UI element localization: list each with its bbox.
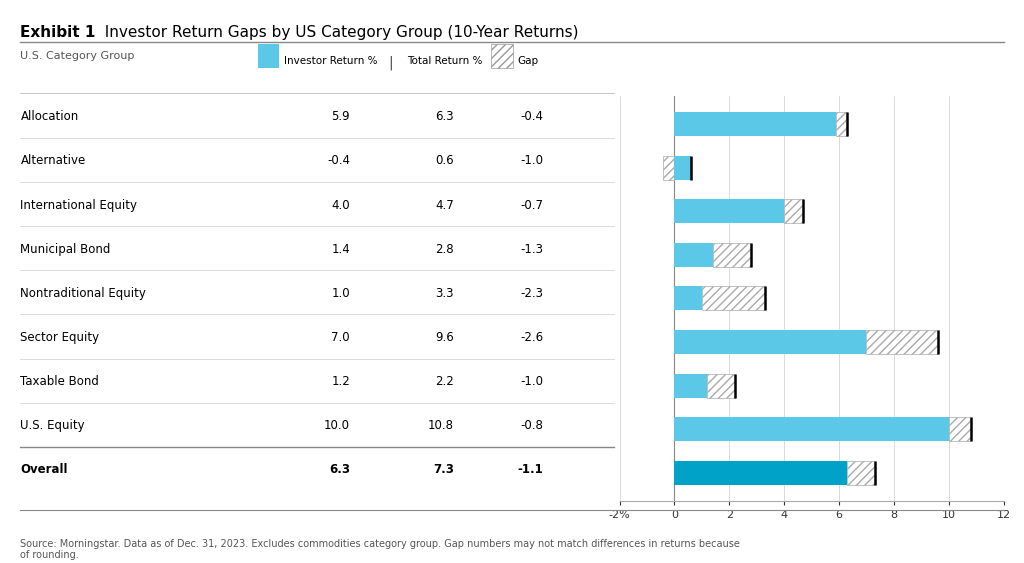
Bar	[675, 155, 691, 180]
Bar	[675, 287, 701, 310]
FancyBboxPatch shape	[258, 44, 280, 69]
Text: |: |	[388, 56, 393, 70]
Text: -1.1: -1.1	[517, 463, 543, 476]
Text: 2.8: 2.8	[435, 243, 454, 256]
Bar	[847, 461, 874, 485]
Text: 4.0: 4.0	[332, 199, 350, 212]
Text: 0.6: 0.6	[435, 154, 454, 167]
Text: 5.9: 5.9	[332, 110, 350, 123]
Bar	[866, 330, 938, 354]
Text: -0.4: -0.4	[327, 154, 350, 167]
Text: -1.0: -1.0	[520, 154, 543, 167]
Text: U.S. Equity: U.S. Equity	[20, 419, 85, 432]
Text: Overall: Overall	[20, 463, 68, 476]
Bar	[675, 112, 837, 136]
Text: -1.0: -1.0	[520, 375, 543, 388]
Text: Total Return %: Total Return %	[408, 56, 482, 65]
FancyBboxPatch shape	[492, 44, 513, 69]
Bar	[708, 374, 735, 397]
Text: Sector Equity: Sector Equity	[20, 331, 99, 344]
Bar	[713, 243, 752, 267]
Text: 4.7: 4.7	[435, 199, 454, 212]
Text: 6.3: 6.3	[435, 110, 454, 123]
Text: 7.0: 7.0	[332, 331, 350, 344]
Bar	[675, 243, 713, 267]
Text: Allocation: Allocation	[20, 110, 79, 123]
Text: Investor Return Gaps by US Category Group (10-Year Returns): Investor Return Gaps by US Category Grou…	[95, 25, 579, 41]
Bar	[664, 155, 675, 180]
Text: -0.8: -0.8	[520, 419, 543, 432]
Text: 6.3: 6.3	[329, 463, 350, 476]
Bar	[675, 374, 708, 397]
Bar	[675, 461, 847, 485]
Bar	[675, 417, 948, 441]
Text: 1.4: 1.4	[332, 243, 350, 256]
Text: Nontraditional Equity: Nontraditional Equity	[20, 287, 146, 300]
Text: International Equity: International Equity	[20, 199, 137, 212]
Text: Source: Morningstar. Data as of Dec. 31, 2023. Excludes commodities category gro: Source: Morningstar. Data as of Dec. 31,…	[20, 539, 740, 560]
Text: -2.3: -2.3	[520, 287, 543, 300]
Text: Exhibit 1: Exhibit 1	[20, 25, 96, 41]
Text: -0.7: -0.7	[520, 199, 543, 212]
Bar	[837, 112, 847, 136]
Text: 1.0: 1.0	[332, 287, 350, 300]
Text: Alternative: Alternative	[20, 154, 86, 167]
Text: 10.0: 10.0	[325, 419, 350, 432]
Text: U.S. Category Group: U.S. Category Group	[20, 51, 135, 61]
Text: Gap: Gap	[517, 56, 539, 65]
Bar	[948, 417, 971, 441]
Text: 10.8: 10.8	[428, 419, 454, 432]
Text: -1.3: -1.3	[520, 243, 543, 256]
Text: 3.3: 3.3	[435, 287, 454, 300]
Text: Investor Return %: Investor Return %	[285, 56, 378, 65]
Text: Municipal Bond: Municipal Bond	[20, 243, 111, 256]
Bar	[675, 330, 866, 354]
Bar	[675, 199, 784, 223]
Bar	[784, 199, 803, 223]
Text: 2.2: 2.2	[435, 375, 454, 388]
Text: -0.4: -0.4	[520, 110, 543, 123]
Text: Taxable Bond: Taxable Bond	[20, 375, 99, 388]
Text: 1.2: 1.2	[332, 375, 350, 388]
Bar	[701, 287, 765, 310]
Text: 9.6: 9.6	[435, 331, 454, 344]
Text: -2.6: -2.6	[520, 331, 543, 344]
Text: 7.3: 7.3	[433, 463, 454, 476]
